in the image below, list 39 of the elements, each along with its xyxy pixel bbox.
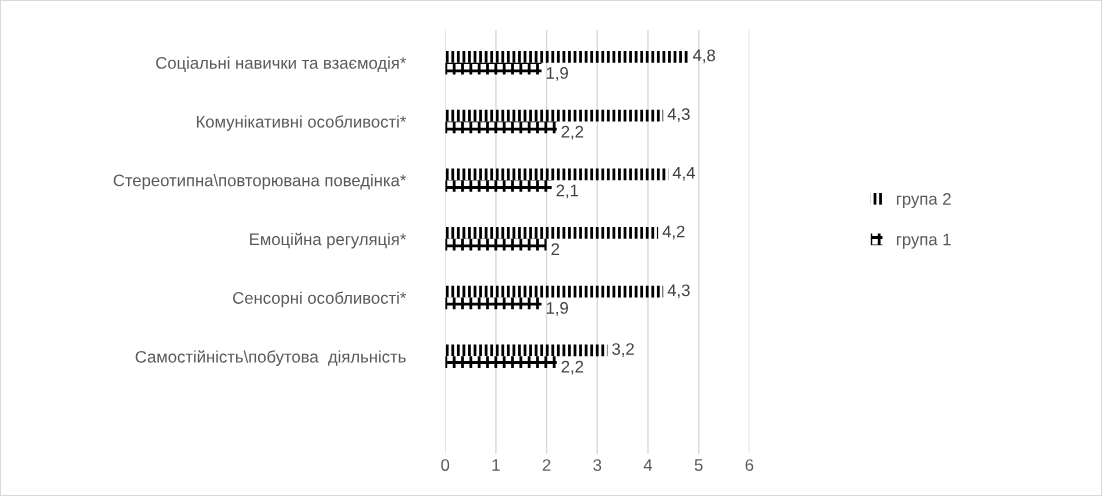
- data-label: 2,1: [556, 184, 579, 199]
- x-tick-label: 6: [745, 459, 754, 471]
- bar: [445, 356, 557, 369]
- data-label: 1,9: [546, 67, 568, 81]
- y-tick-label: Емоційна регуляція*: [250, 232, 407, 249]
- y-tick-label: Самостійність\побутова діяльність: [135, 350, 406, 366]
- legend-label: група 1: [896, 233, 951, 249]
- x-tick-label: 1: [492, 459, 500, 471]
- bar: [445, 344, 608, 357]
- bar: [445, 121, 557, 134]
- bar: [445, 227, 659, 239]
- bar: [445, 50, 689, 63]
- bar: [445, 297, 542, 310]
- bar: [445, 109, 664, 122]
- y-tick-label: Комунікативні особливості*: [196, 115, 407, 131]
- data-label: 2: [551, 243, 560, 255]
- data-label: 4,2: [662, 225, 685, 240]
- x-tick-label: 0: [441, 459, 450, 471]
- bar: [445, 180, 552, 192]
- data-label: 4,3: [667, 108, 690, 122]
- data-label: 2,2: [561, 360, 584, 375]
- data-label: 4,4: [672, 167, 695, 181]
- data-label: 4,8: [692, 49, 716, 64]
- bar: [445, 285, 664, 298]
- x-tick-label: 3: [593, 459, 602, 471]
- y-tick-label: Соціальні навички та взаємодія*: [156, 56, 407, 73]
- y-tick-label: Сенсорні особливості*: [233, 291, 407, 308]
- bar: [445, 238, 547, 251]
- data-label: 1,9: [546, 302, 568, 316]
- legend-label: група 2: [896, 193, 951, 209]
- data-label: 2,2: [561, 125, 584, 140]
- bar: [445, 168, 669, 181]
- bar: [445, 62, 542, 75]
- y-tick-label: Стереотипна\повторювана поведінка*: [113, 174, 407, 190]
- x-tick-label: 2: [542, 459, 551, 471]
- x-tick-label: 4: [643, 459, 653, 471]
- x-tick-label: 5: [694, 459, 703, 471]
- data-label: 4,3: [667, 284, 690, 299]
- data-label: 3,2: [612, 343, 634, 357]
